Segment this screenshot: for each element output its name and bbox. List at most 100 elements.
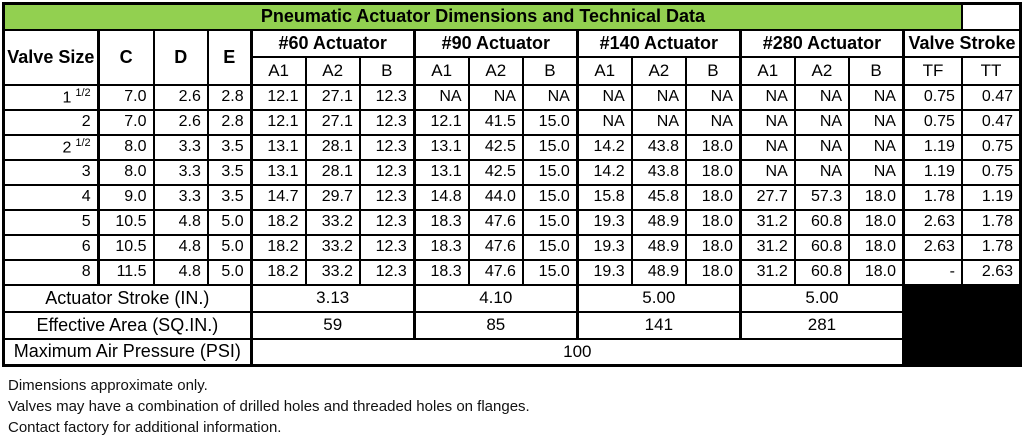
actuator-140-a2-value: 48.9 [630,208,688,236]
footer-value-all-actuators: 100 [249,337,905,367]
dim-c-value: 9.0 [96,183,155,211]
footer-label: Effective Area (SQ.IN.) [2,310,253,340]
actuator-140-b-value: NA [685,83,742,111]
col-subheader-280-actuator-b: B [848,55,905,86]
actuator-140-a1-value: 15.8 [575,183,633,211]
note-line: Contact factory for additional informati… [8,419,282,436]
dim-e-value: 3.5 [206,158,253,186]
actuator-140-b-value: NA [685,108,742,136]
actuator-90-a1-value: 18.3 [412,233,470,261]
col-group-60-actuator: #60 Actuator [249,28,416,58]
valve-size-value: 4 [2,183,100,211]
actuator-60-a2-value: 27.1 [304,108,361,136]
actuator-90-a2-value: 41.5 [467,108,524,136]
dim-d-value: 3.3 [152,133,209,161]
actuator-280-b-value: NA [848,83,905,111]
actuator-60-b-value: 12.3 [358,158,416,186]
actuator-140-b-value: 18.0 [685,233,742,261]
actuator-280-a1-value: 31.2 [738,208,796,236]
actuator-60-a2-value: 33.2 [304,208,361,236]
column-group-header-row: Valve Size C D E #60 Actuator #90 Actuator #14… [2,28,1022,86]
actuator-140-a2-value: 43.8 [630,133,688,161]
actuator-140-a2-value: 48.9 [630,233,688,261]
actuator-140-a2-value: NA [630,108,688,136]
dim-e-value: 2.8 [206,83,253,111]
actuator-280-a1-value: NA [738,133,796,161]
actuator-60-a2-value: 29.7 [304,183,361,211]
actuator-280-b-value: NA [848,158,905,186]
actuator-60-a1-value: 14.7 [249,183,307,211]
valve-size-value: 3 [2,158,100,186]
actuator-60-a1-value: 12.1 [249,83,307,111]
actuator-60-a2-value: 28.1 [304,158,361,186]
footer-label: Maximum Air Pressure (PSI) [2,337,253,367]
dim-c-value: 11.5 [96,258,155,286]
table-row-valve-2-1-2: 2 1/2 8.0 3.3 3.5 13.1 28.1 12.3 13.1 42.5 15.0 14.… [2,133,1022,161]
dim-d-value: 4.8 [152,233,209,261]
valve-size-value: 2 1/2 [2,133,100,161]
actuator-140-b-value: 18.0 [685,133,742,161]
actuator-90-b-value: 15.0 [521,208,579,236]
col-header-d: D [152,28,209,86]
dim-c-value: 8.0 [96,158,155,186]
actuator-280-a1-value: 31.2 [738,258,796,286]
footer-row-maximum-air-pressure-psi: Maximum Air Pressure (PSI) 100 [2,337,1021,367]
col-subheader-60-actuator-a1: A1 [249,55,307,86]
col-group-valve-stroke: Valve Stroke [901,28,1022,58]
footer-value-280-actuator: 5.00 [738,283,905,313]
actuator-140-b-value: 18.0 [685,158,742,186]
col-header-c: C [96,28,155,86]
footer-value-280-actuator: 281 [738,310,905,340]
col-subheader-280-actuator-a2: A2 [793,55,851,86]
blocked-valve-stroke-area [901,283,1022,367]
actuator-90-b-value: 15.0 [521,108,579,136]
col-subheader-60-actuator-a2: A2 [304,55,361,86]
col-header-valve-size: Valve Size [2,28,100,86]
actuator-280-b-value: NA [848,108,905,136]
dim-c-value: 10.5 [96,233,155,261]
footer-row-effective-area-sq-in: Effective Area (SQ.IN.) 59 85 141 281 [2,310,1021,340]
valve-size-value: 6 [2,233,100,261]
dim-c-value: 8.0 [96,133,155,161]
table-row-valve-5: 5 10.5 4.8 5.0 18.2 33.2 12.3 18.3 47.6 15.0 19.3 4… [2,208,1022,236]
actuator-60-a1-value: 12.1 [249,108,307,136]
actuator-60-a2-value: 33.2 [304,233,361,261]
actuator-140-a2-value: NA [630,83,688,111]
table-row-valve-8: 8 11.5 4.8 5.0 18.2 33.2 12.3 18.3 47.6 15.0 19.3 4… [2,258,1022,286]
actuator-90-a1-value: 13.1 [412,158,470,186]
valve-stroke-tf-value: 0.75 [901,83,963,111]
col-subheader-140-actuator-b: B [685,55,742,86]
actuator-90-a2-value: 44.0 [467,183,524,211]
valve-stroke-tf-value: 0.75 [901,108,963,136]
dim-d-value: 3.3 [152,183,209,211]
actuator-280-a2-value: NA [793,83,851,111]
actuator-140-b-value: 18.0 [685,208,742,236]
actuator-90-b-value: 15.0 [521,233,579,261]
valve-stroke-tf-value: 2.63 [901,208,963,236]
note-line: Valves may have a combination of drilled… [8,398,530,415]
dim-c-value: 7.0 [96,108,155,136]
actuator-60-b-value: 12.3 [358,108,416,136]
table-row-valve-3: 3 8.0 3.3 3.5 13.1 28.1 12.3 13.1 42.5 15.0 14.2 43… [2,158,1022,186]
actuator-60-a1-value: 18.2 [249,233,307,261]
table-row-valve-6: 6 10.5 4.8 5.0 18.2 33.2 12.3 18.3 47.6 15.0 19.3 4… [2,233,1022,261]
dim-d-value: 4.8 [152,258,209,286]
actuator-90-b-value: NA [521,83,579,111]
col-header-e: E [206,28,253,86]
actuator-140-a1-value: 14.2 [575,158,633,186]
actuator-60-b-value: 12.3 [358,233,416,261]
actuator-90-a2-value: 47.6 [467,208,524,236]
actuator-280-a2-value: NA [793,133,851,161]
actuator-280-b-value: 18.0 [848,233,905,261]
notes: Dimensions approximate only. Valves may h… [8,375,1024,438]
actuator-140-a1-value: NA [575,83,633,111]
actuator-280-a1-value: NA [738,108,796,136]
actuator-140-a2-value: 43.8 [630,158,688,186]
col-group-90-actuator: #90 Actuator [412,28,579,58]
table-title: Pneumatic Actuator Dimensions and Techni… [2,2,963,31]
valve-stroke-tt-value: 0.75 [960,158,1022,186]
actuator-60-a1-value: 18.2 [249,258,307,286]
note-line: Dimensions approximate only. [8,377,208,394]
dim-e-value: 3.5 [206,133,253,161]
